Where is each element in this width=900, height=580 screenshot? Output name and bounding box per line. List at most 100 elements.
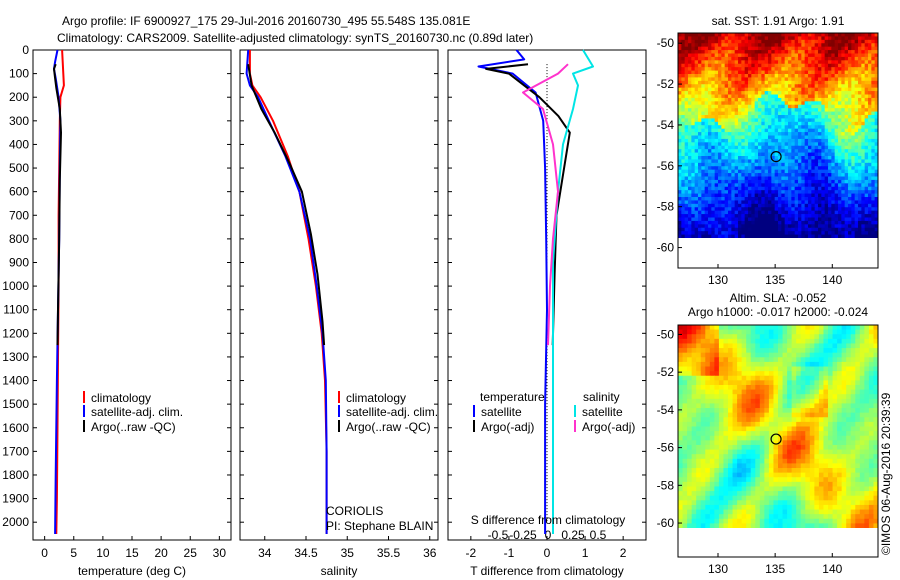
- heatmap-cell: [831, 179, 836, 184]
- heatmap-cell: [718, 329, 725, 335]
- heatmap-cell: [741, 417, 747, 423]
- heatmap-cell: [714, 220, 719, 225]
- heatmap-cell: [841, 183, 846, 188]
- heatmap-cell: [864, 421, 870, 428]
- heatmap-cell: [761, 179, 766, 184]
- heatmap-cell: [748, 234, 752, 238]
- heatmap-cell: [784, 227, 789, 232]
- heatmap-cell: [841, 380, 847, 386]
- heatmap-cell: [721, 36, 726, 41]
- heatmap-cell: [804, 227, 809, 232]
- heatmap-cell: [718, 63, 722, 68]
- heatmap-cell: [744, 186, 749, 191]
- heatmap-cell: [741, 183, 746, 188]
- heatmap-cell: [691, 91, 696, 96]
- heatmap-cell: [874, 84, 878, 89]
- heatmap-cell: [801, 227, 806, 232]
- heatmap-cell: [748, 159, 752, 164]
- heatmap-cell: [698, 94, 702, 99]
- heatmap-cell: [808, 207, 812, 212]
- heatmap-cell: [814, 224, 819, 229]
- heatmap-cell: [741, 403, 747, 409]
- heatmap-cell: [871, 74, 876, 79]
- heatmap-cell: [711, 74, 716, 79]
- heatmap-cell: [808, 152, 812, 157]
- heatmap-cell: [694, 80, 699, 85]
- heatmap-cell: [855, 352, 861, 358]
- heatmap-cell: [801, 91, 806, 96]
- heatmap-cell: [773, 366, 779, 372]
- heatmap-cell: [774, 197, 779, 202]
- heatmap-cell: [874, 63, 878, 68]
- heatmap-cell: [858, 152, 862, 157]
- heatmap-cell: [718, 348, 725, 354]
- heatmap-cell: [709, 380, 715, 386]
- heatmap-cell: [834, 50, 839, 55]
- heatmap-cell: [764, 159, 769, 164]
- heatmap-cell: [758, 231, 762, 236]
- heatmap-cell: [771, 97, 776, 102]
- y-tick-label-1300: 1300: [2, 350, 29, 364]
- heatmap-cell: [758, 173, 762, 178]
- heatmap-cell: [696, 329, 702, 335]
- heatmap-cell: [704, 115, 709, 120]
- heatmap-cell: [724, 138, 729, 143]
- heatmap-cell: [832, 343, 838, 349]
- sla-map-title: Altim. SLA: -0.052: [730, 291, 827, 305]
- heatmap-cell: [718, 101, 722, 106]
- heatmap-cell: [678, 80, 682, 85]
- heatmap-cell: [848, 169, 852, 174]
- heatmap-cell: [846, 426, 852, 432]
- heatmap-cell: [718, 176, 722, 181]
- heatmap-cell: [854, 176, 859, 181]
- heatmap-cell: [678, 389, 684, 395]
- heatmap-cell: [778, 366, 784, 372]
- heatmap-cell: [746, 417, 752, 423]
- heatmap-cell: [718, 173, 722, 178]
- heatmap-cell: [704, 166, 709, 171]
- heatmap-cell: [734, 162, 739, 167]
- heatmap-cell: [781, 80, 786, 85]
- heatmap-cell: [718, 197, 722, 202]
- heatmap-cell: [841, 220, 846, 225]
- heatmap-cell: [818, 145, 822, 150]
- heatmap-cell: [788, 108, 792, 113]
- heatmap-cell: [737, 394, 743, 400]
- heatmap-cell: [868, 412, 875, 418]
- heatmap-cell: [768, 173, 772, 178]
- heatmap-cell: [768, 159, 772, 164]
- heatmap-cell: [804, 173, 809, 178]
- heatmap-cell: [864, 334, 870, 340]
- heatmap-cell: [841, 118, 846, 123]
- heatmap-cell: [809, 426, 815, 432]
- heatmap-cell: [828, 97, 832, 102]
- heatmap-cell: [814, 118, 819, 123]
- heatmap-cell: [851, 152, 856, 157]
- heatmap-cell: [688, 210, 692, 215]
- heatmap-cell: [811, 118, 816, 123]
- heatmap-cell: [791, 231, 796, 236]
- heatmap-cell: [805, 338, 811, 345]
- heatmap-cell: [874, 125, 878, 130]
- heatmap-cell: [808, 115, 812, 120]
- heatmap-cell: [723, 412, 729, 418]
- heatmap-cell: [818, 214, 822, 219]
- heatmap-cell: [714, 389, 720, 395]
- heatmap-cell: [791, 325, 797, 331]
- heatmap-cell: [691, 74, 696, 79]
- heatmap-cell: [874, 50, 878, 55]
- heatmap-cell: [778, 186, 782, 191]
- heatmap-cell: [804, 108, 809, 113]
- heatmap-cell: [711, 220, 716, 225]
- heatmap-cell: [748, 97, 752, 102]
- heatmap-cell: [861, 60, 866, 65]
- heatmap-cell: [744, 50, 749, 55]
- heatmap-cell: [682, 352, 688, 358]
- heatmap-cell: [678, 435, 684, 441]
- heatmap-cell: [848, 217, 852, 222]
- heatmap-cell: [805, 389, 811, 395]
- heatmap-cell: [728, 200, 732, 205]
- heatmap-cell: [711, 67, 716, 72]
- heatmap-cell: [854, 43, 859, 48]
- heatmap-cell: [834, 197, 839, 202]
